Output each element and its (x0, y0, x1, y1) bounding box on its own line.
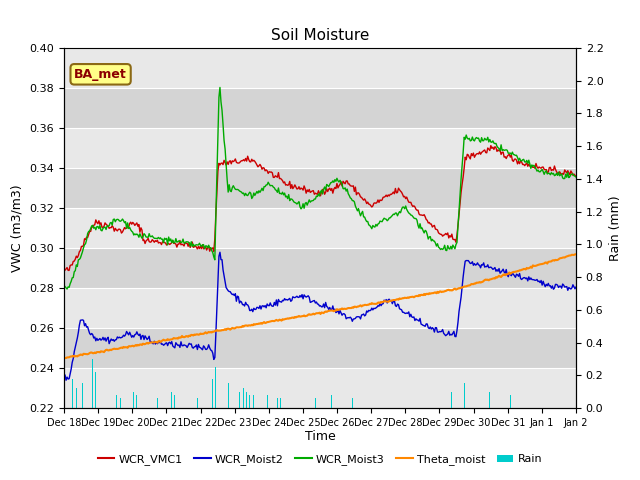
Bar (510, 395, 511, 408)
Bar (64, 288, 576, 328)
Bar (92, 359, 93, 408)
Bar (239, 392, 240, 408)
Title: Soil Moisture: Soil Moisture (271, 28, 369, 43)
Y-axis label: Rain (mm): Rain (mm) (609, 195, 622, 261)
Bar (64, 248, 576, 288)
Bar (136, 395, 137, 408)
Bar (95, 372, 96, 408)
Bar (335, 398, 336, 408)
Bar (82, 384, 83, 408)
Bar (246, 392, 247, 408)
Bar (253, 395, 254, 408)
Bar (221, 343, 222, 408)
Bar (64, 168, 576, 208)
Bar (64, 328, 576, 368)
Bar (64, 208, 576, 248)
Bar (133, 392, 134, 408)
Legend: WCR_VMC1, WCR_Moist2, WCR_Moist3, Theta_moist, Rain: WCR_VMC1, WCR_Moist2, WCR_Moist3, Theta_… (93, 450, 547, 469)
Bar (64, 48, 576, 88)
Y-axis label: VWC (m3/m3): VWC (m3/m3) (11, 184, 24, 272)
Bar (212, 379, 213, 408)
Bar (262, 398, 264, 408)
Bar (537, 392, 538, 408)
Bar (495, 395, 497, 408)
Text: BA_met: BA_met (74, 68, 127, 81)
Bar (120, 398, 121, 408)
Bar (315, 398, 316, 408)
Bar (454, 388, 455, 408)
Bar (64, 368, 576, 408)
Bar (102, 392, 103, 408)
Bar (420, 395, 421, 408)
Bar (197, 398, 198, 408)
Bar (76, 388, 77, 408)
Bar (243, 388, 244, 408)
X-axis label: Time: Time (305, 431, 335, 444)
Bar (64, 128, 576, 168)
Bar (352, 398, 353, 408)
Bar (177, 398, 179, 408)
Bar (267, 395, 268, 408)
Bar (277, 398, 278, 408)
Bar (451, 392, 452, 408)
Bar (64, 88, 576, 128)
Bar (280, 398, 281, 408)
Bar (464, 384, 465, 408)
